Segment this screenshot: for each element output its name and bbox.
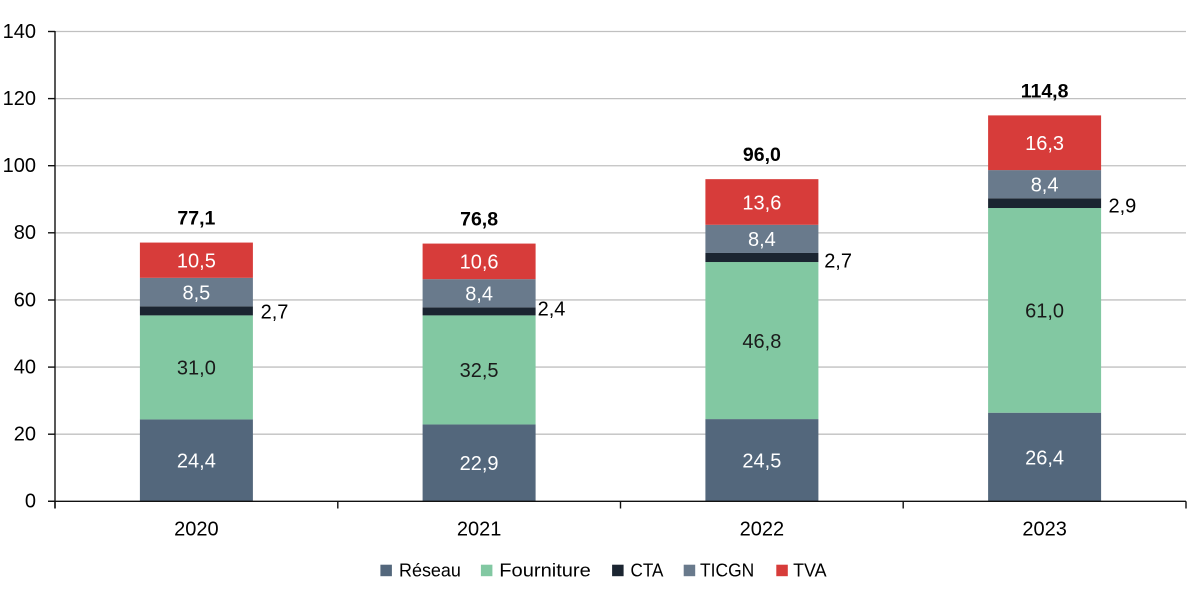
- svg-text:8,4: 8,4: [465, 284, 493, 306]
- svg-text:100: 100: [3, 155, 36, 177]
- svg-text:24,4: 24,4: [177, 451, 216, 473]
- svg-text:10,6: 10,6: [460, 252, 499, 274]
- svg-text:8,4: 8,4: [1031, 175, 1059, 197]
- svg-text:40: 40: [14, 356, 36, 378]
- svg-text:2023: 2023: [1022, 519, 1067, 541]
- svg-text:26,4: 26,4: [1025, 447, 1064, 469]
- svg-text:32,5: 32,5: [460, 360, 499, 382]
- svg-text:22,9: 22,9: [460, 453, 499, 475]
- svg-text:61,0: 61,0: [1025, 301, 1064, 323]
- svg-text:80: 80: [14, 222, 36, 244]
- svg-text:0: 0: [25, 491, 36, 513]
- svg-text:60: 60: [14, 289, 36, 311]
- svg-text:2,7: 2,7: [824, 251, 852, 273]
- svg-text:24,5: 24,5: [742, 451, 781, 473]
- svg-text:140: 140: [3, 21, 36, 43]
- svg-text:2,4: 2,4: [538, 298, 566, 320]
- svg-text:2021: 2021: [457, 519, 502, 541]
- svg-text:2020: 2020: [174, 519, 219, 541]
- svg-text:2022: 2022: [740, 519, 785, 541]
- svg-text:2,7: 2,7: [261, 302, 289, 324]
- svg-text:8,5: 8,5: [182, 282, 210, 304]
- svg-text:16,3: 16,3: [1025, 133, 1064, 155]
- svg-text:20: 20: [14, 424, 36, 446]
- svg-text:TVA: TVA: [793, 560, 827, 580]
- svg-text:10,5: 10,5: [177, 251, 216, 273]
- svg-text:13,6: 13,6: [742, 192, 781, 214]
- svg-text:76,8: 76,8: [460, 209, 498, 231]
- svg-text:8,4: 8,4: [748, 229, 776, 251]
- svg-text:TICGN: TICGN: [700, 560, 754, 580]
- svg-text:77,1: 77,1: [177, 208, 215, 230]
- svg-text:2,9: 2,9: [1109, 196, 1137, 218]
- svg-text:96,0: 96,0: [743, 144, 781, 166]
- svg-text:CTA: CTA: [631, 560, 664, 580]
- svg-text:114,8: 114,8: [1021, 80, 1069, 102]
- svg-text:46,8: 46,8: [742, 331, 781, 353]
- svg-text:Réseau: Réseau: [399, 560, 461, 580]
- svg-text:31,0: 31,0: [177, 358, 216, 380]
- svg-text:Fourniture: Fourniture: [499, 560, 591, 580]
- svg-text:120: 120: [3, 88, 36, 110]
